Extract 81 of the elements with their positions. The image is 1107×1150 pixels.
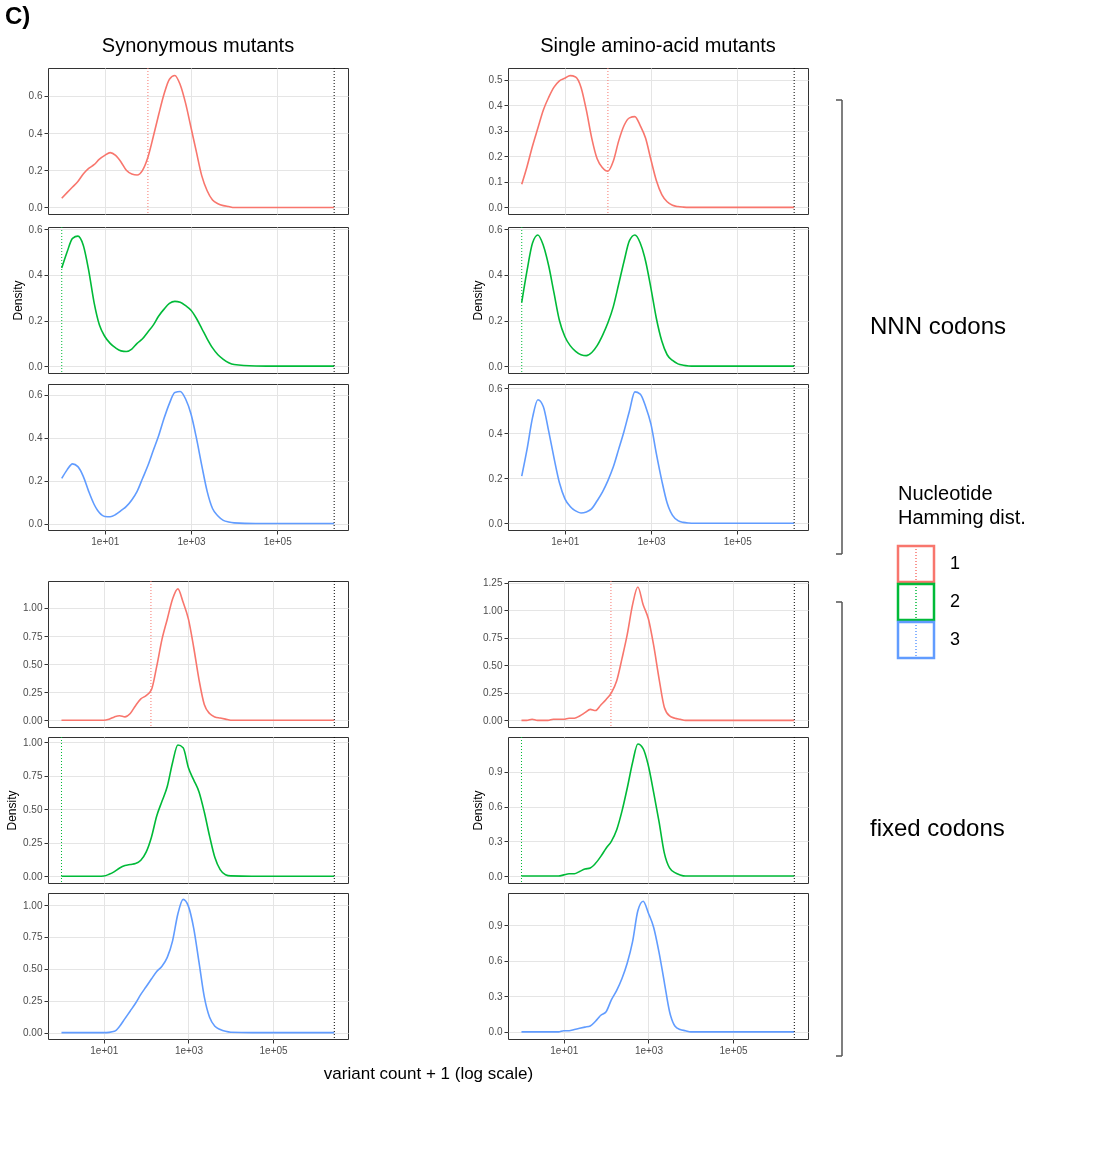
y-tick-label: 0.2	[488, 315, 503, 327]
x-tick-label: 1e+05	[263, 535, 293, 547]
y-tick-label: 0.75	[483, 632, 503, 644]
x-tick-label: 1e+01	[550, 1044, 579, 1056]
y-tick-label: 0.25	[483, 687, 503, 699]
x-tick-label: 1e+05	[723, 535, 753, 547]
y-tick-label: 1.25	[483, 577, 503, 589]
x-tick-label: 1e+05	[259, 1044, 289, 1056]
category-label: 1	[950, 553, 961, 573]
y-tick-label: 0.3	[488, 125, 503, 137]
y-tick-label: 0.25	[23, 686, 43, 698]
y-tick-label: 0.2	[28, 475, 43, 487]
y-tick-label: 0.75	[23, 770, 43, 782]
y-tick-label: 1.00	[23, 736, 43, 748]
y-tick-label: 0.0	[488, 201, 503, 213]
y-tick-label: 0.4	[28, 127, 43, 139]
x-tick-label: 1e+01	[551, 535, 580, 547]
y-tick-label: 1.00	[23, 602, 43, 614]
y-tick-label: 0.3	[488, 990, 503, 1002]
y-tick-label: 0.2	[488, 472, 503, 484]
y-axis-title: Density	[10, 280, 25, 321]
y-tick-label: 0.00	[483, 714, 503, 726]
x-tick-label: 1e+01	[90, 1044, 119, 1056]
y-tick-label: 0.25	[23, 837, 43, 849]
y-tick-label: 0.0	[28, 360, 43, 372]
y-tick-label: 0.6	[488, 955, 503, 967]
y-tick-label: 0.0	[488, 1026, 503, 1038]
text: NNN codons	[870, 312, 1007, 339]
y-axis-title: Density	[470, 790, 485, 831]
y-tick-label: 0.0	[488, 517, 503, 529]
x-tick-label: 1e+03	[634, 1044, 664, 1056]
y-tick-label: 0.4	[488, 99, 503, 111]
y-tick-label: 0.0	[28, 201, 43, 213]
y-tick-label: 1.00	[23, 899, 43, 911]
y-tick-label: 0.0	[28, 518, 43, 530]
y-tick-label: 0.00	[23, 714, 43, 726]
y-axis-title: Density	[470, 280, 485, 321]
y-tick-label: 0.6	[488, 801, 503, 813]
y-tick-label: 0.25	[23, 995, 43, 1007]
x-tick-label: 1e+01	[91, 535, 120, 547]
y-tick-label: 0.50	[23, 658, 43, 670]
y-tick-label: 0.50	[23, 803, 43, 815]
y-tick-label: 0.50	[483, 659, 503, 671]
y-tick-label: 0.0	[488, 360, 503, 372]
y-tick-label: 0.9	[488, 919, 503, 931]
x-tick-label: 1e+03	[177, 535, 206, 547]
y-tick-label: 1.00	[483, 604, 503, 616]
chart-title: Single amino-acid mutants	[540, 33, 776, 56]
y-tick-label: 0.0	[488, 870, 503, 882]
y-tick-label: 0.5	[488, 74, 503, 86]
y-tick-label: 0.1	[488, 176, 503, 188]
y-tick-label: 0.00	[23, 1027, 43, 1039]
y-tick-label: 0.2	[488, 150, 503, 162]
y-tick-label: 0.00	[23, 870, 43, 882]
text: C)	[5, 2, 31, 29]
legend-title: Nucleotide Hamming dist.	[898, 482, 1026, 528]
y-tick-label: 0.4	[488, 427, 503, 439]
y-tick-label: 0.9	[488, 766, 503, 778]
y-tick-label: 0.3	[488, 835, 503, 847]
x-tick-label: 1e+05	[719, 1044, 749, 1056]
y-tick-label: 0.2	[28, 315, 43, 327]
y-tick-label: 0.6	[28, 90, 43, 102]
y-tick-label: 0.4	[28, 269, 43, 281]
x-tick-label: 1e+03	[174, 1044, 204, 1056]
y-tick-label: 0.6	[28, 389, 43, 401]
y-tick-label: 0.6	[28, 223, 43, 235]
y-tick-label: 0.75	[23, 931, 43, 943]
y-tick-label: 0.4	[28, 432, 43, 444]
x-tick-label: 1e+03	[637, 535, 666, 547]
y-axis-title: Density	[5, 790, 20, 831]
y-tick-label: 0.75	[23, 630, 43, 642]
text: fixed codons	[870, 814, 1005, 841]
y-tick-label: 0.6	[488, 223, 503, 235]
x-axis-title: variant count + 1 (log scale)	[323, 1063, 534, 1083]
y-tick-label: 0.50	[23, 963, 43, 975]
chart-title: Synonymous mutants	[101, 33, 295, 56]
y-tick-label: 0.4	[488, 269, 503, 281]
y-tick-label: 0.2	[28, 164, 43, 176]
y-tick-label: 0.6	[488, 382, 503, 394]
category-label: 2	[950, 591, 961, 611]
category-label: 3	[950, 629, 961, 649]
